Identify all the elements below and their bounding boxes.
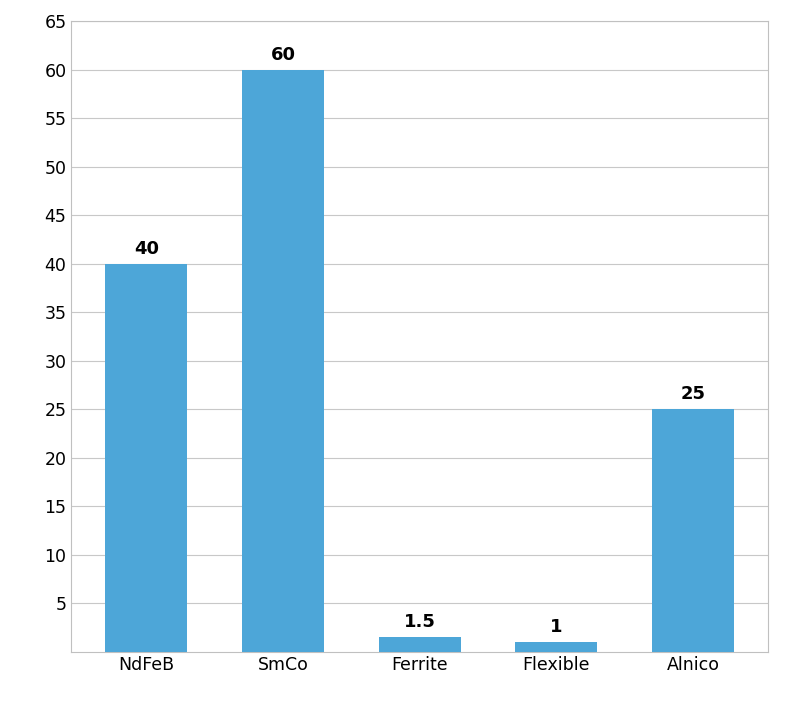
Bar bbox=[379, 637, 461, 652]
Bar bbox=[652, 410, 734, 652]
Text: 40: 40 bbox=[134, 240, 159, 258]
Text: 60: 60 bbox=[271, 46, 295, 64]
Bar bbox=[516, 642, 597, 652]
Text: 1: 1 bbox=[550, 618, 562, 636]
Text: 25: 25 bbox=[680, 385, 706, 403]
Bar bbox=[105, 263, 188, 652]
Bar bbox=[242, 70, 324, 652]
Text: 1.5: 1.5 bbox=[404, 613, 436, 632]
